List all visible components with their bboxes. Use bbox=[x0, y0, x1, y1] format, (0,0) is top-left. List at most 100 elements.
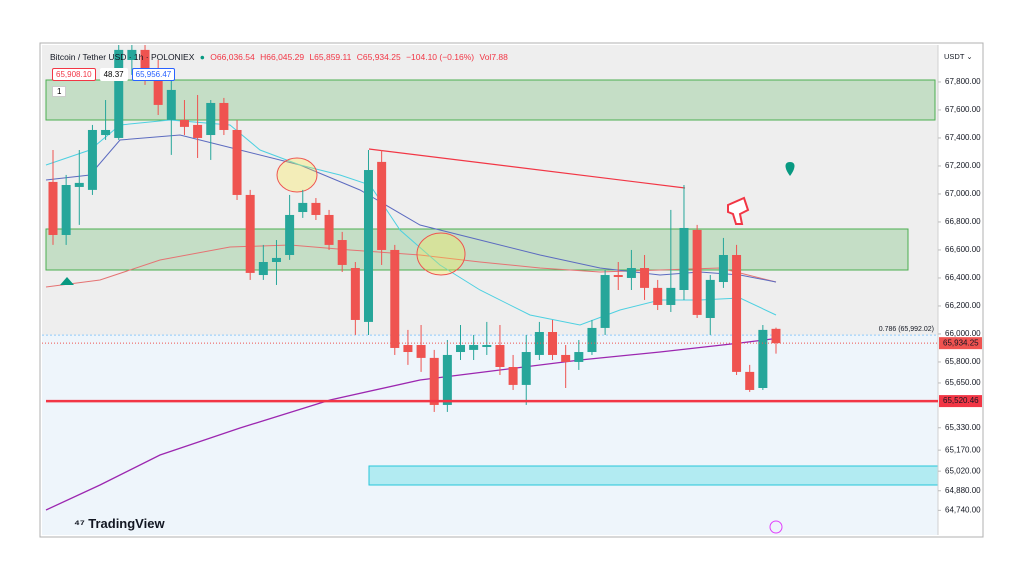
candle-body bbox=[377, 161, 387, 250]
y-tick-label: 66,200.00 bbox=[945, 301, 981, 310]
hand-icon bbox=[727, 196, 750, 225]
candle-body bbox=[403, 345, 413, 353]
candle-body bbox=[311, 202, 321, 215]
candle-body bbox=[74, 182, 84, 187]
candle-body bbox=[206, 102, 216, 136]
y-tick-label: 64,880.00 bbox=[945, 486, 981, 495]
candle-body bbox=[101, 129, 111, 136]
candle-body bbox=[679, 227, 689, 290]
brand-logo: ⁴⁷ TradingView bbox=[74, 516, 165, 531]
candle-body bbox=[718, 255, 728, 283]
zone bbox=[45, 79, 936, 121]
y-tick-label: 66,400.00 bbox=[945, 273, 981, 282]
badge[interactable]: 1 bbox=[52, 86, 67, 97]
y-tick-label: 66,600.00 bbox=[945, 245, 981, 254]
fib-label: 0.786 (65,992.02) bbox=[879, 326, 934, 333]
currency-select[interactable]: USDT ⌄ bbox=[944, 52, 973, 61]
legend-volume: Vol7.88 bbox=[479, 52, 508, 62]
indicator-value: 48.37 bbox=[99, 68, 128, 81]
candle-body bbox=[337, 240, 347, 265]
candle-body bbox=[153, 80, 163, 105]
y-tick-label: 65,330.00 bbox=[945, 423, 981, 432]
candle-body bbox=[127, 49, 137, 60]
indicator-value: 65,908.10 bbox=[52, 68, 96, 81]
y-tick-label: 66,800.00 bbox=[945, 217, 981, 226]
candle-body bbox=[521, 352, 531, 385]
candle-body bbox=[745, 371, 755, 390]
plot-bg-bottom bbox=[42, 335, 938, 535]
candle-body bbox=[166, 89, 176, 120]
candle-body bbox=[626, 268, 636, 278]
candle-body bbox=[442, 354, 452, 405]
candle-body bbox=[363, 170, 373, 322]
candle-body bbox=[732, 255, 742, 372]
candle-body bbox=[613, 275, 623, 277]
status-dot: ● bbox=[199, 52, 205, 62]
zone bbox=[45, 228, 909, 271]
marks: 67,800.00 67,600.00 67,400.00 67,200.00 67,0… bbox=[42, 45, 982, 514]
highlight-ellipse bbox=[416, 232, 466, 276]
y-tick-label: 65,020.00 bbox=[945, 466, 981, 475]
event-icon bbox=[769, 520, 783, 534]
candle-body bbox=[469, 345, 479, 350]
price-tag-label: 65,520.46 bbox=[943, 396, 979, 405]
candle-body bbox=[114, 49, 124, 138]
candle-body bbox=[758, 329, 768, 388]
candle-body bbox=[232, 129, 242, 195]
signal-arrow bbox=[60, 277, 74, 285]
candle-body bbox=[416, 345, 426, 358]
candle-body bbox=[705, 279, 715, 318]
highlight-ellipse bbox=[276, 157, 318, 193]
plot-bg-top bbox=[42, 45, 938, 335]
candle-body bbox=[324, 214, 334, 245]
y-tick-label: 67,600.00 bbox=[945, 105, 981, 114]
candle-body bbox=[587, 327, 597, 353]
candle-body bbox=[48, 181, 58, 235]
candle-body bbox=[61, 185, 71, 235]
candle-body bbox=[390, 249, 400, 348]
candle-body bbox=[285, 214, 295, 255]
candle-body bbox=[298, 202, 308, 213]
moving-average bbox=[45, 244, 777, 288]
candle-body bbox=[429, 357, 439, 405]
y-tick-label: 65,170.00 bbox=[945, 445, 981, 454]
legend-close: C65,934.25 bbox=[356, 52, 401, 62]
candle-body bbox=[456, 345, 466, 353]
legend-open: O66,036.54 bbox=[210, 52, 255, 62]
y-tick-label: 66,000.00 bbox=[945, 329, 981, 338]
price-tag bbox=[939, 395, 982, 408]
currency: USDT bbox=[944, 52, 965, 61]
candle-body bbox=[640, 268, 650, 288]
candle-body bbox=[574, 352, 584, 362]
candle-body bbox=[271, 257, 281, 262]
symbol-title: Bitcoin / Tether USD · 1h · POLONIEX bbox=[50, 52, 195, 62]
y-tick-label: 65,650.00 bbox=[945, 378, 981, 387]
pin-icon bbox=[785, 162, 795, 176]
candle-body bbox=[534, 332, 544, 355]
legend-change: −104.10 (−0.16%) bbox=[406, 52, 475, 62]
zone bbox=[368, 465, 939, 486]
candle-body bbox=[692, 229, 702, 315]
last-price-label: 65,934.25 bbox=[943, 338, 979, 347]
candle-body bbox=[482, 345, 492, 347]
y-tick-label: 67,000.00 bbox=[945, 189, 981, 198]
candle-body bbox=[561, 354, 571, 362]
candle-body bbox=[508, 367, 518, 385]
candle-body bbox=[87, 129, 97, 190]
y-tick-label: 64,740.00 bbox=[945, 505, 981, 514]
candle-body bbox=[771, 328, 781, 344]
y-tick-label: 67,800.00 bbox=[945, 77, 981, 86]
legend-high: H66,045.29 bbox=[260, 52, 305, 62]
candle-body bbox=[179, 119, 189, 127]
header: Bitcoin / Tether USD · 1h · POLONIEX ● O… bbox=[50, 52, 511, 62]
y-tick-label: 67,400.00 bbox=[945, 133, 981, 142]
last-price-tag bbox=[939, 337, 982, 350]
y-tick-label: 65,800.00 bbox=[945, 357, 981, 366]
indicator-value: 65,956.47 bbox=[131, 68, 176, 81]
y-tick-label: 67,200.00 bbox=[945, 161, 981, 170]
candle-body bbox=[666, 287, 676, 305]
candle-body bbox=[258, 262, 268, 276]
candle-body bbox=[350, 268, 360, 320]
